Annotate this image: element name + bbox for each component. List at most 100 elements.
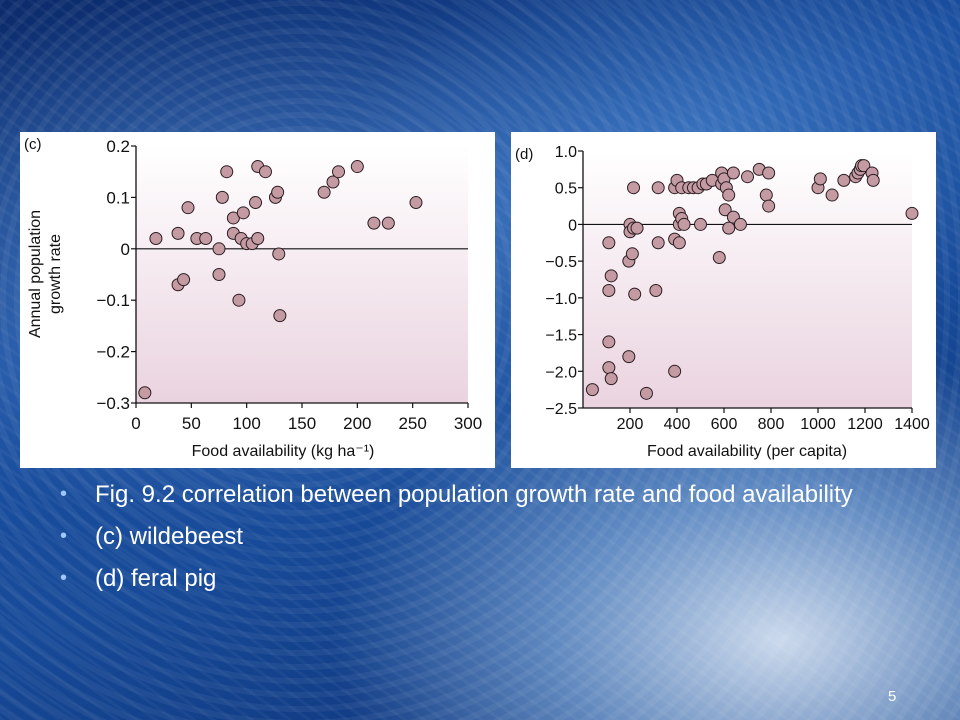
data-point bbox=[171, 226, 185, 240]
data-point bbox=[694, 217, 707, 231]
data-point bbox=[232, 293, 246, 307]
data-point bbox=[722, 188, 736, 202]
data-point bbox=[220, 165, 234, 179]
y-tick-label: 1.0 bbox=[555, 144, 577, 161]
x-tick-label: 600 bbox=[711, 416, 738, 433]
chart-panel-d: 1.0 0.5 0 −0.5 −1.0 −1.5 −2.0 −2.5 200 400 600 800 1… bbox=[511, 132, 936, 468]
data-point bbox=[251, 232, 265, 246]
chart-d-svg: 1.0 0.5 0 −0.5 −1.0 −1.5 −2.0 −2.5 200 400 600 800 1… bbox=[515, 144, 930, 460]
x-tick-label: 1000 bbox=[800, 416, 836, 433]
data-point bbox=[326, 175, 340, 189]
data-point bbox=[630, 221, 644, 235]
data-point bbox=[602, 361, 616, 375]
data-point bbox=[762, 199, 776, 213]
bullet-item: • (c) wildebeest bbox=[60, 522, 860, 551]
data-point bbox=[332, 165, 346, 179]
y-tick-label: −0.1 bbox=[96, 291, 130, 310]
page-number: 5 bbox=[888, 688, 897, 705]
data-point bbox=[722, 221, 736, 235]
x-tick-label: 0 bbox=[131, 414, 140, 433]
data-point bbox=[181, 201, 195, 215]
panel-label: (d) bbox=[515, 146, 533, 163]
x-tick-label: 200 bbox=[343, 414, 371, 433]
data-point bbox=[138, 386, 152, 400]
data-point bbox=[602, 284, 616, 298]
y-tick-label: 0.1 bbox=[106, 188, 130, 207]
y-tick-label: 0.2 bbox=[106, 137, 130, 156]
data-point bbox=[627, 181, 641, 195]
data-point bbox=[604, 269, 618, 283]
data-point bbox=[236, 206, 250, 220]
data-point bbox=[350, 160, 364, 174]
y-tick-label: −1.5 bbox=[545, 328, 577, 345]
x-axis-label: Food availability (per capita) bbox=[647, 443, 847, 460]
data-point bbox=[367, 216, 381, 230]
data-point bbox=[733, 217, 747, 231]
data-point bbox=[639, 386, 653, 400]
data-point bbox=[199, 232, 213, 246]
data-point bbox=[759, 188, 773, 202]
y-tick-label: 0.5 bbox=[555, 181, 577, 198]
data-point bbox=[857, 159, 871, 173]
chart-panel-c: 0.2 0.1 0 −0.1 −0.2 −0.3 0 50 100 150 200 250 300 (c)… bbox=[20, 132, 495, 468]
data-point bbox=[628, 287, 642, 301]
bullet-text: Fig. 9.2 correlation between population … bbox=[95, 481, 853, 508]
x-tick-label: 1400 bbox=[894, 416, 930, 433]
data-point bbox=[866, 173, 880, 187]
chart-c-svg: 0.20.10−0.1−0.2−0.30 50 100 150 200 250 300(c)… bbox=[24, 136, 482, 460]
y-axis-label-group: Annual population growth rate bbox=[27, 210, 64, 338]
y-tick-label: 0 bbox=[568, 217, 577, 234]
bullet-item: • Fig. 9.2 correlation between populatio… bbox=[60, 480, 860, 509]
plot-area bbox=[583, 151, 912, 408]
bullet-dot-icon: • bbox=[60, 567, 68, 589]
x-tick-label: 250 bbox=[398, 414, 426, 433]
data-point bbox=[677, 217, 691, 231]
y-axis-label: growth rate bbox=[47, 234, 64, 314]
data-point bbox=[651, 236, 665, 250]
data-point bbox=[602, 335, 616, 349]
data-point bbox=[212, 268, 226, 281]
data-point bbox=[905, 206, 919, 220]
data-point bbox=[271, 185, 285, 199]
data-point bbox=[258, 165, 272, 179]
data-point bbox=[177, 273, 191, 287]
data-point bbox=[602, 236, 616, 250]
data-point bbox=[604, 372, 618, 386]
data-point bbox=[273, 309, 287, 323]
x-tick-label: 800 bbox=[758, 416, 785, 433]
data-point bbox=[762, 166, 776, 180]
y-tick-label: −1.0 bbox=[545, 291, 577, 308]
y-tick-label: −2.0 bbox=[545, 364, 577, 381]
data-point bbox=[649, 284, 663, 298]
data-point bbox=[726, 166, 740, 180]
data-point bbox=[249, 196, 263, 210]
data-point bbox=[381, 216, 395, 230]
plot-area bbox=[136, 146, 468, 403]
x-axis-label: Food availability (kg ha⁻¹) bbox=[192, 443, 375, 460]
bullet-text: (c) wildebeest bbox=[95, 523, 244, 550]
bullet-dot-icon: • bbox=[60, 483, 68, 505]
data-point bbox=[668, 364, 682, 378]
bullet-text: (d) feral pig bbox=[95, 565, 217, 592]
data-point bbox=[825, 188, 839, 202]
data-point bbox=[741, 170, 754, 184]
data-point bbox=[585, 383, 599, 397]
x-tick-label: 150 bbox=[288, 414, 316, 433]
x-tick-label: 200 bbox=[617, 416, 644, 433]
data-point bbox=[718, 203, 732, 217]
data-point bbox=[149, 232, 163, 246]
bullet-dot-icon: • bbox=[60, 525, 68, 547]
x-tick-label: 50 bbox=[182, 414, 201, 433]
data-point bbox=[272, 247, 286, 261]
y-tick-label: −0.3 bbox=[96, 394, 130, 413]
bullet-list: • Fig. 9.2 correlation between populatio… bbox=[60, 480, 860, 606]
y-tick-label: −0.2 bbox=[96, 343, 130, 362]
y-axis-label: Annual population bbox=[27, 210, 44, 338]
data-point bbox=[837, 173, 851, 187]
data-point bbox=[215, 190, 229, 204]
bullet-item: • (d) feral pig bbox=[60, 564, 860, 593]
data-point bbox=[813, 172, 827, 186]
data-point bbox=[622, 350, 636, 364]
data-point bbox=[317, 185, 331, 199]
x-tick-label: 300 bbox=[454, 414, 482, 433]
